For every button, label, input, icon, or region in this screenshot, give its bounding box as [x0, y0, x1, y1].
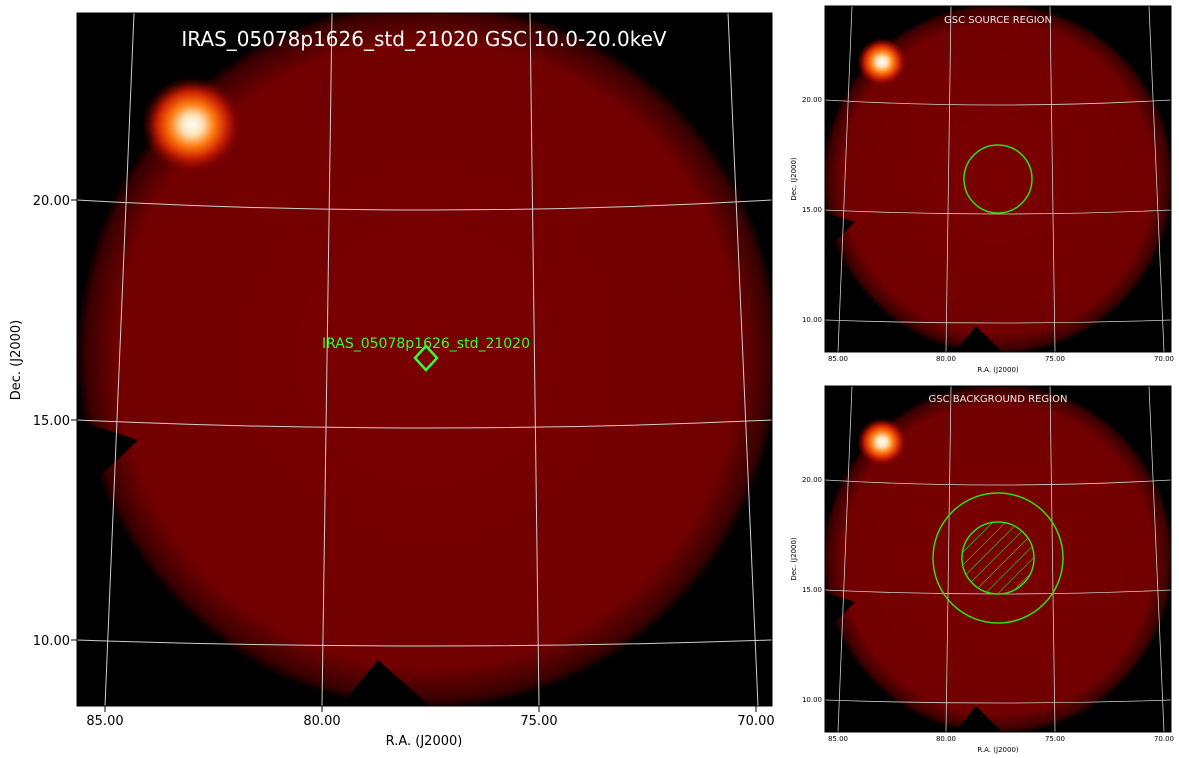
- background-panel: GSC BACKGROUND REGION 85.00 80.00 75.00 …: [790, 385, 1174, 754]
- main-dec-tick-label: 15.00: [33, 414, 70, 429]
- source-dec-tick-label: 20.00: [802, 96, 822, 104]
- main-axis-ticks: [71, 199, 757, 712]
- background-y-axis-label: Dec. (J2000): [790, 537, 798, 581]
- main-panel: IRAS_05078p1626_std_21020 IRAS_05078p162…: [9, 12, 775, 749]
- background-x-axis-label: R.A. (J2000): [977, 746, 1019, 754]
- background-dec-tick-label: 10.00: [802, 696, 822, 704]
- background-excluded-source-circle: [961, 521, 1035, 595]
- background-bright-source: [857, 418, 907, 466]
- main-mask-notch-bottom: [300, 660, 430, 706]
- source-coordinate-grid: [825, 6, 1171, 352]
- background-axes-frame: [824, 385, 1172, 733]
- background-ra-tick-label: 85.00: [828, 735, 848, 743]
- source-dec-tick-label: 15.00: [802, 206, 822, 214]
- background-mask-notch-bottom: [935, 706, 1002, 732]
- main-source-label: IRAS_05078p1626_std_21020: [322, 336, 530, 352]
- background-dec-tick-label: 15.00: [802, 586, 822, 594]
- source-mask-notch-bottom: [935, 326, 1002, 352]
- main-source-marker: [413, 344, 439, 372]
- source-ra-tick-label: 75.00: [1045, 355, 1065, 363]
- main-dec-tick-label: 10.00: [33, 634, 70, 649]
- source-bright-source: [857, 38, 907, 86]
- main-y-axis-label: Dec. (J2000): [9, 320, 24, 400]
- source-axes-frame: [824, 5, 1172, 353]
- source-panel-title: GSC SOURCE REGION: [944, 15, 1052, 26]
- main-ra-tick-label: 85.00: [86, 714, 123, 729]
- background-panel-title: GSC BACKGROUND REGION: [929, 394, 1068, 405]
- source-ra-tick-label: 85.00: [828, 355, 848, 363]
- main-dec-tick-label: 20.00: [33, 194, 70, 209]
- main-bright-source: [142, 77, 242, 173]
- background-mask-notch-left: [825, 592, 855, 622]
- main-coordinate-grid: [77, 13, 772, 706]
- source-extraction-circle: [963, 144, 1033, 214]
- main-ra-tick-label: 80.00: [303, 714, 340, 729]
- source-x-axis-label: R.A. (J2000): [977, 366, 1019, 374]
- main-ra-tick-label: 75.00: [520, 714, 557, 729]
- source-exposure-field: [825, 6, 1171, 352]
- background-ra-tick-label: 70.00: [1154, 735, 1174, 743]
- source-dec-tick-label: 10.00: [802, 316, 822, 324]
- source-mask-notch-left: [825, 212, 855, 242]
- source-ra-tick-label: 70.00: [1154, 355, 1174, 363]
- main-axes-frame: [76, 12, 773, 707]
- main-x-axis-label: R.A. (J2000): [386, 734, 463, 749]
- source-panel: GSC SOURCE REGION 85.00 80.00 75.00 70.0…: [790, 5, 1174, 374]
- background-ra-tick-label: 75.00: [1045, 735, 1065, 743]
- main-mask-notch-left: [77, 420, 138, 480]
- main-ra-tick-label: 70.00: [737, 714, 774, 729]
- source-ra-tick-label: 80.00: [936, 355, 956, 363]
- background-ra-tick-label: 80.00: [936, 735, 956, 743]
- main-title: IRAS_05078p1626_std_21020 GSC 10.0-20.0k…: [181, 27, 666, 51]
- main-exposure-field: [77, 13, 772, 706]
- source-y-axis-label: Dec. (J2000): [790, 157, 798, 201]
- background-dec-tick-label: 20.00: [802, 476, 822, 484]
- background-outer-circle: [932, 492, 1064, 624]
